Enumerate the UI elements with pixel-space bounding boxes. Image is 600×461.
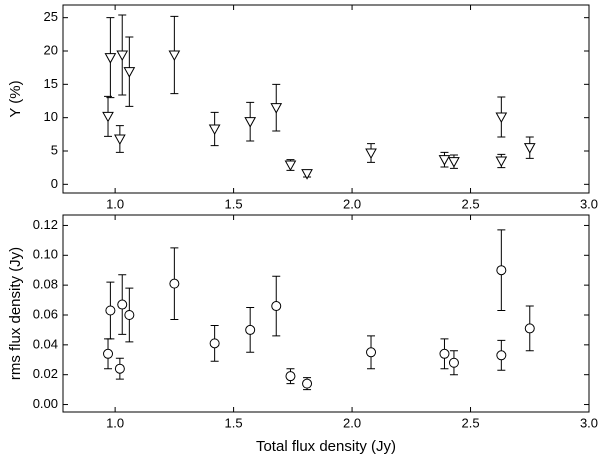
y-tick-label: 25 <box>44 9 58 24</box>
x-tick-label: 2.0 <box>343 196 361 211</box>
x-tick-label: 2.5 <box>461 196 479 211</box>
x-tick-label: 1.5 <box>225 415 243 430</box>
marker <box>496 350 507 361</box>
marker <box>366 347 377 358</box>
marker <box>244 117 257 128</box>
plot-frame <box>62 214 590 413</box>
y-tick-label: 0 <box>51 176 58 191</box>
marker <box>168 50 181 62</box>
marker <box>271 301 282 312</box>
x-tick-label: 3.0 <box>580 196 598 211</box>
marker <box>116 50 129 62</box>
marker <box>117 299 128 310</box>
marker <box>448 357 459 368</box>
marker <box>524 323 535 334</box>
marker <box>245 324 256 335</box>
x-tick-label: 1.5 <box>225 196 243 211</box>
marker <box>104 53 117 64</box>
marker <box>169 278 180 289</box>
marker <box>301 169 313 180</box>
marker <box>495 156 508 168</box>
x-tick-label: 1.0 <box>106 196 124 211</box>
marker <box>365 148 377 160</box>
marker <box>284 160 297 172</box>
y-tick-label: 0.04 <box>33 336 58 351</box>
marker <box>102 111 114 123</box>
marker <box>495 112 508 124</box>
y-tick-label: 15 <box>44 76 58 91</box>
y-tick-label: 0.08 <box>33 277 58 292</box>
x-tick-label: 2.0 <box>343 415 361 430</box>
marker <box>496 265 507 276</box>
y-tick-label: 0.06 <box>33 306 58 321</box>
marker <box>114 134 126 146</box>
x-tick-label: 2.5 <box>461 415 479 430</box>
marker <box>114 363 125 374</box>
x-tick-label: 1.0 <box>106 415 124 430</box>
y-tick-label: 0.12 <box>33 217 58 232</box>
marker <box>302 378 313 389</box>
y-tick-label: 10 <box>44 109 58 124</box>
y-tick-label: 5 <box>51 142 58 157</box>
marker <box>285 371 296 382</box>
marker <box>208 124 221 136</box>
marker <box>105 305 116 316</box>
marker <box>209 338 220 349</box>
y-tick-label: 0.02 <box>33 366 58 381</box>
marker <box>270 103 283 114</box>
plot-frame <box>62 4 590 194</box>
y-tick-label: 20 <box>44 42 58 57</box>
y-tick-label: 0.00 <box>33 396 58 411</box>
x-tick-label: 3.0 <box>580 415 598 430</box>
y-tick-label: 0.10 <box>33 247 58 262</box>
marker <box>448 157 460 168</box>
y-axis-label: rms flux density (Jy) <box>7 247 24 380</box>
marker <box>123 67 136 78</box>
marker <box>124 309 135 320</box>
marker <box>439 348 450 359</box>
x-axis-label: Total flux density (Jy) <box>256 438 396 455</box>
y-axis-label: Y (%) <box>7 80 24 117</box>
marker <box>103 348 114 359</box>
marker <box>438 155 451 166</box>
marker <box>523 143 536 154</box>
